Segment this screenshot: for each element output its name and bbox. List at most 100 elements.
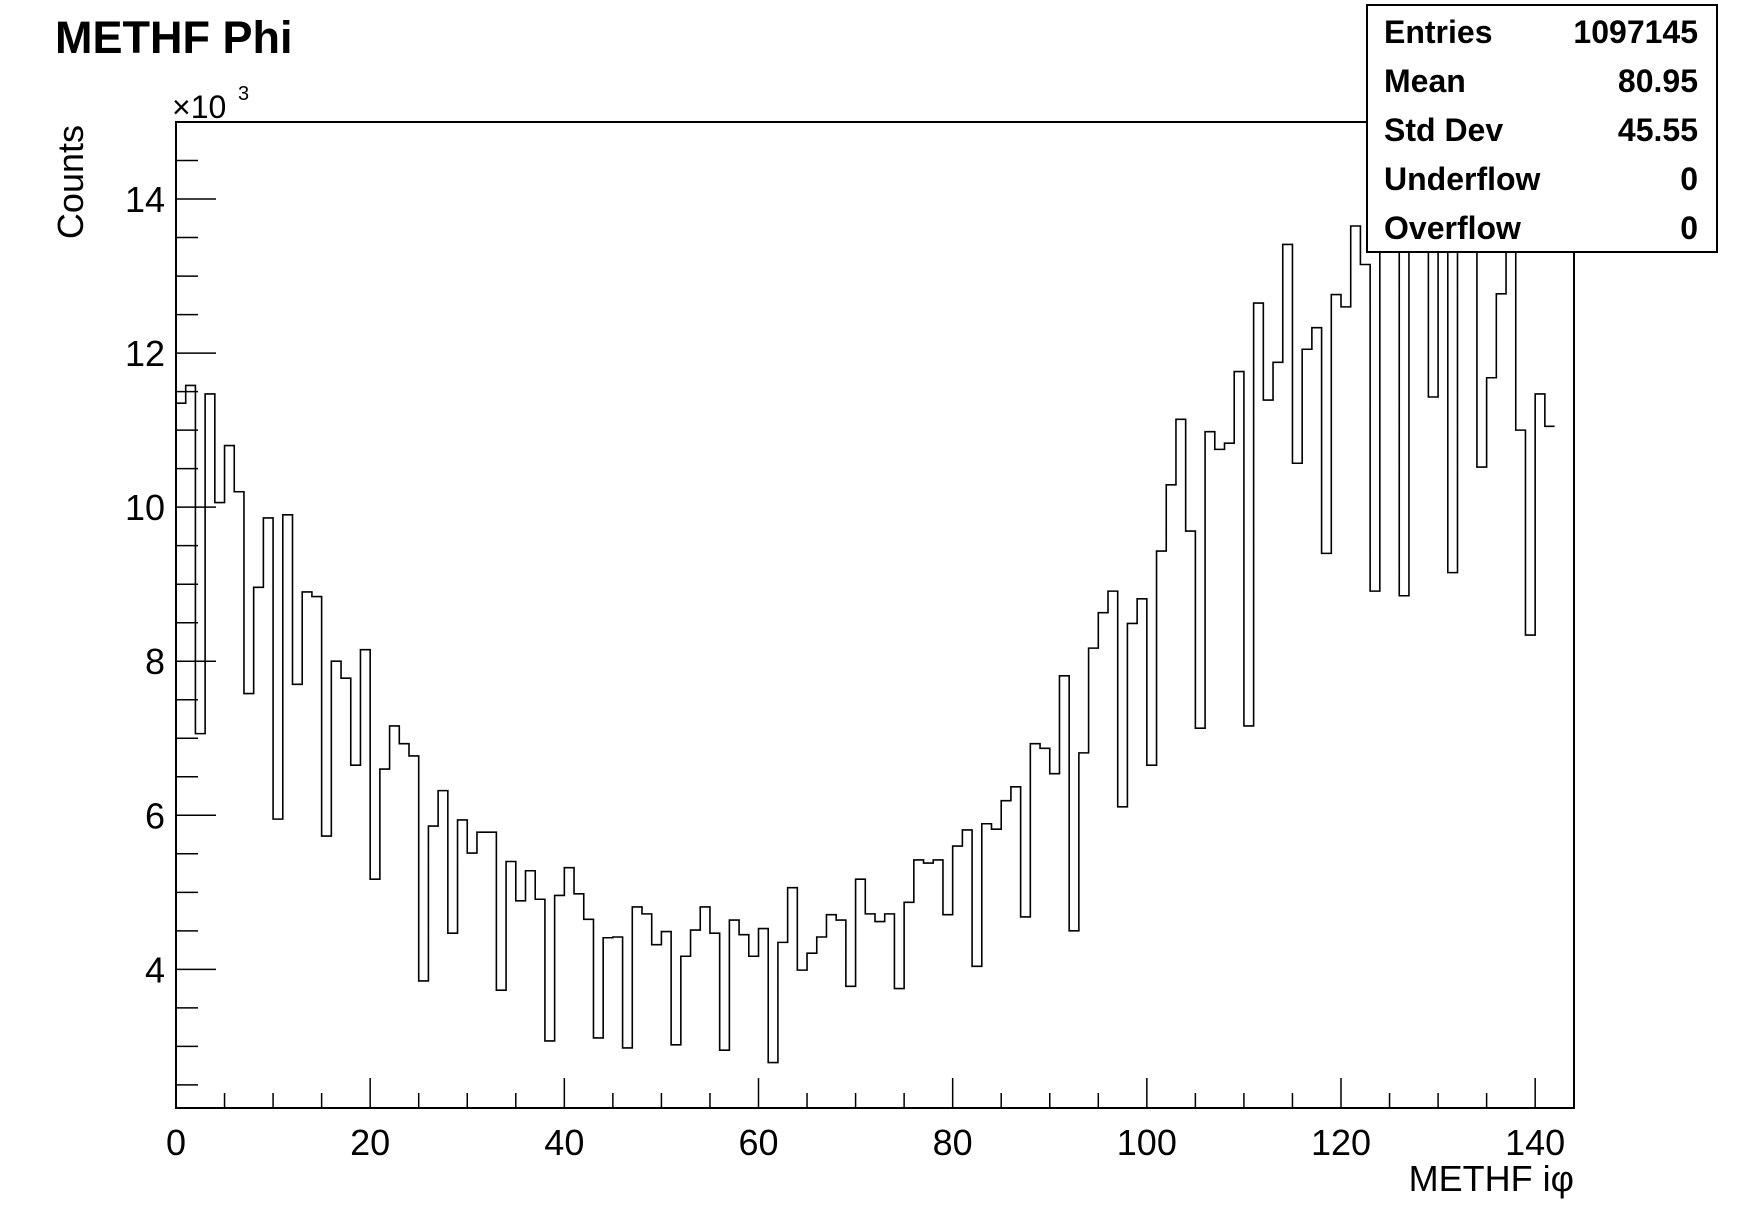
histogram-bin: [205, 394, 215, 1108]
histogram-bin: [875, 922, 885, 1108]
x-tick-label: 60: [738, 1122, 778, 1163]
histogram-bin: [642, 914, 652, 1108]
y-multiplier-exponent: 3: [238, 83, 249, 105]
histogram-bin: [1341, 307, 1351, 1108]
histogram-bin: [1312, 328, 1322, 1108]
histogram-bin: [1040, 748, 1050, 1108]
histogram-bin: [409, 756, 419, 1108]
histogram-bin: [360, 650, 370, 1108]
histogram-bin: [564, 868, 574, 1108]
histogram-bin: [817, 937, 827, 1108]
histogram-bin: [1409, 164, 1419, 1108]
stats-mean-value: 80.95: [1618, 63, 1698, 99]
histogram-bin: [1399, 596, 1409, 1108]
histogram-bin: [506, 862, 516, 1109]
histogram-bin: [661, 932, 671, 1108]
histogram-bin: [390, 726, 400, 1108]
histogram-bin: [623, 1048, 633, 1108]
histogram-bin: [467, 853, 477, 1108]
x-tick-label: 0: [166, 1122, 186, 1163]
histogram-bin: [1166, 485, 1176, 1108]
histogram-bin: [1380, 197, 1390, 1108]
plot-frame: [175, 121, 1575, 1109]
histogram-bin: [302, 592, 312, 1108]
histogram-bin: [691, 930, 701, 1108]
x-tick-label: 140: [1505, 1122, 1565, 1163]
histogram-bin: [652, 945, 662, 1108]
histogram-bin: [458, 820, 468, 1108]
histogram-bin: [1050, 774, 1060, 1108]
histogram-bin: [1254, 303, 1264, 1108]
histogram-bin: [1030, 744, 1040, 1108]
histogram-bin: [195, 734, 205, 1108]
histogram-bin: [1496, 294, 1506, 1108]
histogram-bin: [1225, 443, 1235, 1108]
histogram-bin: [671, 1045, 681, 1108]
histogram-bin: [1263, 400, 1273, 1108]
histogram-bin: [826, 915, 836, 1108]
histogram-bin: [535, 899, 545, 1108]
histogram-bin: [894, 989, 904, 1108]
histogram-bin: [234, 492, 244, 1108]
histogram-bin: [1011, 787, 1021, 1108]
y-multiplier: ×10 3: [172, 83, 249, 125]
histogram-bin: [1098, 613, 1108, 1108]
histogram-bin: [1195, 728, 1205, 1108]
y-tick-label: 12: [125, 333, 165, 374]
histogram-bin: [836, 920, 846, 1108]
plot-frame-border: [175, 121, 1575, 1109]
histogram-bin: [1147, 765, 1157, 1108]
histogram-bin: [584, 919, 594, 1108]
histogram-bin: [312, 597, 322, 1108]
histogram-bin: [1467, 252, 1477, 1108]
histogram-bin: [914, 860, 924, 1108]
histogram-bin: [380, 769, 390, 1108]
histogram-bin: [1205, 432, 1215, 1108]
stats-mean-label: Mean: [1384, 63, 1466, 99]
histogram-bin: [720, 1050, 730, 1108]
histogram-bin: [254, 587, 264, 1108]
histogram-bin: [807, 953, 817, 1108]
histogram-bin: [1176, 419, 1186, 1108]
histogram-bin: [244, 694, 254, 1108]
histogram-bin: [613, 937, 623, 1108]
histogram-bin: [1322, 553, 1332, 1108]
histogram-bin: [1292, 463, 1302, 1108]
histogram-bin: [924, 863, 934, 1108]
stats-entries-value: 1097145: [1573, 14, 1698, 50]
x-tick-label: 20: [350, 1122, 390, 1163]
histogram-bin: [865, 914, 875, 1108]
histogram-bin: [1215, 449, 1225, 1108]
histogram-bin: [1157, 551, 1167, 1108]
stats-box: Entries 1097145 Mean 80.95 Std Dev 45.55…: [1366, 4, 1718, 253]
histogram-bin: [574, 894, 584, 1108]
histogram-bin: [788, 888, 798, 1108]
histogram-bin: [856, 879, 866, 1108]
histogram-bin: [710, 933, 720, 1108]
histogram-bin: [1458, 220, 1468, 1108]
histogram-bin: [186, 385, 196, 1108]
histogram-bin: [1525, 635, 1535, 1108]
histogram-bin: [1477, 467, 1487, 1108]
histogram-bin: [739, 935, 749, 1108]
histogram-bin: [1438, 158, 1448, 1108]
stats-stddev-label: Std Dev: [1384, 112, 1503, 148]
y-tick-label: 4: [145, 949, 165, 990]
histogram-bin: [992, 829, 1002, 1108]
histogram-bin: [487, 832, 497, 1108]
histogram-bin: [273, 819, 283, 1108]
histogram-bin: [1108, 591, 1118, 1108]
stats-overflow-label: Overflow: [1384, 210, 1521, 246]
histogram-bin: [496, 990, 506, 1108]
y-axis-label: Counts: [50, 125, 91, 239]
x-tick-label: 100: [1117, 1122, 1177, 1163]
histogram-bin: [1428, 397, 1438, 1108]
histogram-bin: [351, 765, 361, 1108]
histogram-bin: [1283, 244, 1293, 1108]
histogram-bin: [1360, 265, 1370, 1108]
histogram-bin: [904, 902, 914, 1108]
histogram-bin: [419, 981, 429, 1108]
histogram-bin: [1351, 226, 1361, 1108]
histogram-bin: [341, 678, 351, 1108]
histogram-bin: [215, 503, 225, 1108]
